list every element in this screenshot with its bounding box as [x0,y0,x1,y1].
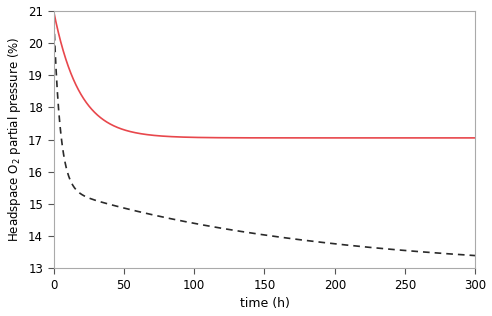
X-axis label: time (h): time (h) [240,297,289,310]
Y-axis label: Headspace O$_2$ partial pressure (%): Headspace O$_2$ partial pressure (%) [5,37,23,242]
